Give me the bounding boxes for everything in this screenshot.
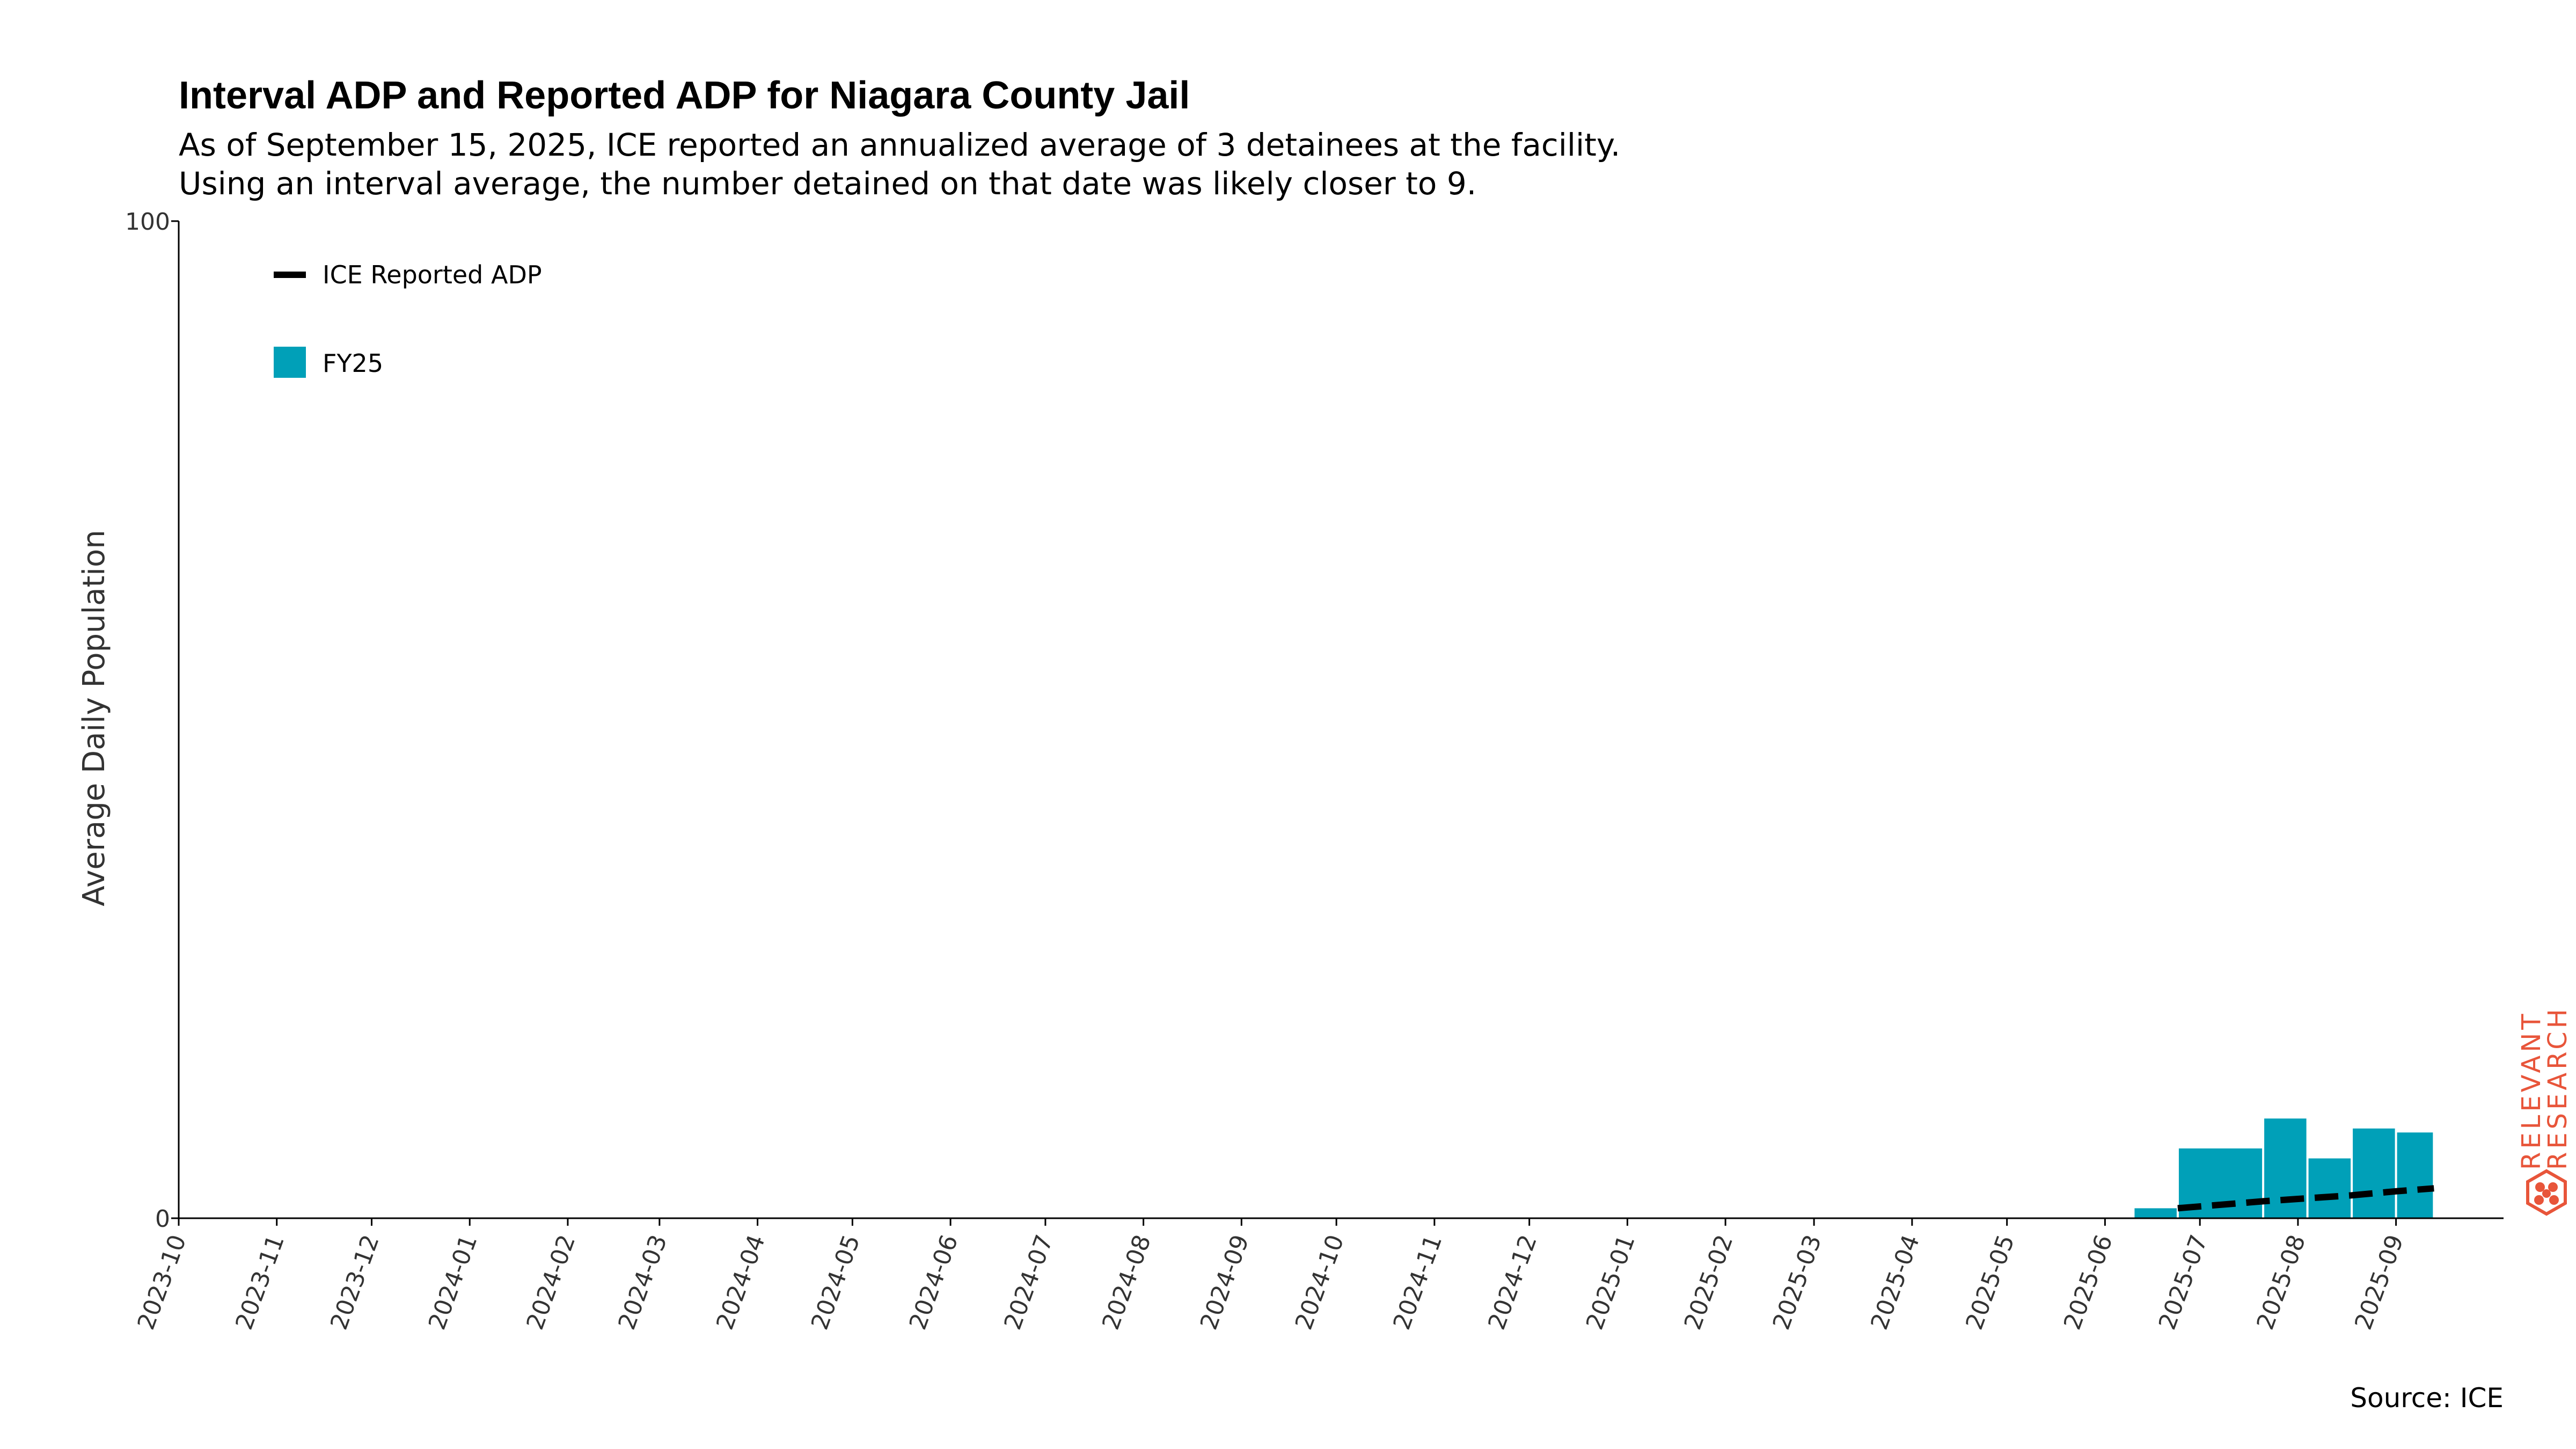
hexagon-network-icon xyxy=(2526,1169,2567,1216)
source-note: Source: ICE xyxy=(2350,1382,2504,1414)
bar-fy25-4 xyxy=(2353,1128,2395,1218)
legend: ICE Reported ADP FY25 xyxy=(274,260,542,378)
x-tick-label-17: 2025-03 xyxy=(1768,1231,1827,1333)
y-tick-label-1: 100 xyxy=(125,208,170,236)
chart-title: Interval ADP and Reported ADP for Niagar… xyxy=(179,74,1190,117)
y-axis-label: Average Daily Population xyxy=(77,530,112,906)
bar-fy25-0 xyxy=(2134,1208,2177,1218)
x-tick-label-10: 2024-08 xyxy=(1097,1231,1157,1333)
x-tick-label-2: 2023-12 xyxy=(325,1231,385,1333)
x-tick-label-20: 2025-06 xyxy=(2059,1231,2118,1333)
x-tick-label-22: 2025-08 xyxy=(2251,1231,2311,1333)
line-ice-reported-adp xyxy=(2177,1185,2434,1212)
bar-fy25-5 xyxy=(2397,1132,2433,1218)
bar-fy25-3 xyxy=(2308,1158,2351,1218)
x-tick-label-1: 2023-11 xyxy=(230,1231,290,1333)
x-tick-label-3: 2024-01 xyxy=(423,1231,483,1333)
x-tick-label-19: 2025-05 xyxy=(1960,1231,2020,1333)
legend-label-fy25: FY25 xyxy=(323,349,383,378)
plot-area: 0 100 2023-10 2023-11 2023-12 2024-01 2024-02 2… xyxy=(125,208,2504,1334)
x-tick-label-15: 2025-01 xyxy=(1581,1231,1641,1333)
legend-label-ice-reported-adp: ICE Reported ADP xyxy=(323,260,542,289)
x-tick-label-12: 2024-10 xyxy=(1290,1231,1350,1333)
x-tick-label-18: 2025-04 xyxy=(1865,1231,1925,1333)
x-tick-label-21: 2025-07 xyxy=(2154,1231,2213,1333)
x-tick-label-14: 2024-12 xyxy=(1483,1231,1542,1333)
y-tick-label-0: 0 xyxy=(155,1205,170,1233)
chart-subtitle-line-1: As of September 15, 2025, ICE reported a… xyxy=(179,127,1620,163)
logo-line-relevant: RELEVANT xyxy=(2516,1011,2546,1170)
relevant-research-logo: RELEVANT RESEARCH xyxy=(2516,1006,2573,1216)
x-tick-label-5: 2024-03 xyxy=(613,1231,672,1333)
x-tick-label-6: 2024-04 xyxy=(711,1231,771,1333)
x-tick-label-0: 2023-10 xyxy=(133,1231,192,1333)
chart-subtitle-line-2: Using an interval average, the number de… xyxy=(179,165,1476,202)
x-tick-label-13: 2024-11 xyxy=(1388,1231,1447,1333)
legend-patch-swatch xyxy=(274,347,306,378)
x-tick-label-9: 2024-07 xyxy=(999,1231,1058,1333)
bar-fy25-2 xyxy=(2264,1118,2307,1218)
x-tick-label-16: 2025-02 xyxy=(1679,1231,1739,1333)
x-tick-label-8: 2024-06 xyxy=(904,1231,964,1333)
x-tick-label-23: 2025-09 xyxy=(2350,1231,2409,1333)
logo-line-research: RESEARCH xyxy=(2543,1006,2573,1170)
x-tick-label-11: 2024-09 xyxy=(1195,1231,1255,1333)
x-tick-label-7: 2024-05 xyxy=(806,1231,866,1333)
x-tick-label-4: 2024-02 xyxy=(521,1231,581,1333)
